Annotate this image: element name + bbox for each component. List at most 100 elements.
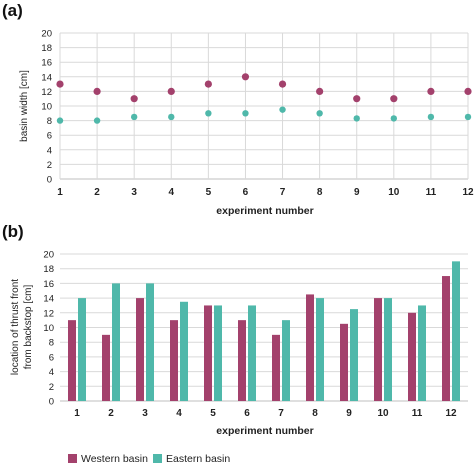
panel-b-bar-western	[204, 305, 212, 401]
panel-b-bar-eastern	[384, 298, 392, 401]
panel-a-x-tick-label: 10	[388, 187, 400, 198]
panel-b-bar-western	[272, 334, 280, 401]
legend-label-western: Western basin	[81, 453, 148, 463]
panel-b-y-axis-label-line-1: location of thrust front	[10, 279, 21, 375]
panel-a-y-tick-label: 14	[41, 72, 52, 83]
panel-a-point-western	[130, 95, 138, 103]
panel-b-x-tick-label: 5	[210, 408, 216, 419]
panel-b-y-tick-label: 2	[49, 382, 54, 393]
panel-b-bar-western	[374, 298, 382, 401]
panel-b-bar-eastern	[180, 301, 188, 401]
panel-b-bar-eastern	[350, 309, 358, 401]
panel-b-x-tick-label: 8	[312, 408, 318, 419]
panel-b-gridlines	[60, 253, 468, 402]
panel-b-y-tick-label: 16	[43, 279, 54, 290]
panel-b-label: (b)	[2, 222, 24, 241]
panel-a-point-western	[167, 87, 175, 95]
panel-b-bar-western	[170, 320, 178, 401]
panel-a-y-tick-label: 16	[41, 58, 52, 69]
panel-b-y-tick-label: 8	[49, 338, 54, 349]
panel-b-x-tick-label: 2	[108, 408, 114, 419]
panel-a-point-eastern	[316, 110, 323, 117]
panel-b-y-tick-label: 20	[43, 250, 54, 261]
panel-a-point-eastern	[168, 113, 175, 121]
panel-a-point-western	[464, 87, 472, 95]
panel-a-point-western	[93, 87, 101, 95]
panel-b-y-tick-label: 14	[43, 294, 54, 305]
panel-a-point-western	[56, 80, 64, 88]
panel-a-x-tick-label: 5	[206, 187, 212, 198]
panel-b-bar-eastern	[418, 305, 426, 401]
panel-b-bar-eastern	[146, 283, 154, 401]
panel-a-point-eastern	[205, 110, 212, 117]
panel-a-point-western	[278, 80, 287, 88]
panel-b-bar-eastern	[78, 298, 86, 401]
panel-b-x-tick-label: 12	[445, 408, 457, 419]
panel-b-y-tick-label: 4	[49, 367, 54, 378]
panel-a-y-tick-label: 8	[47, 116, 52, 127]
panel-b-x-tick-label: 9	[346, 408, 352, 419]
panel-b-x-tick-label: 10	[377, 408, 389, 419]
panel-b-x-axis-label: experiment number	[216, 425, 313, 437]
panel-b-y-axis-label-line-2: from backstop [cm]	[23, 285, 34, 370]
panel-a-x-tick-label: 8	[317, 187, 323, 198]
panel-b-bar-eastern	[214, 305, 222, 401]
panel-b-x-tick-label: 3	[142, 408, 148, 419]
panel-a-point-eastern	[242, 110, 249, 117]
panel-a-x-tick-labels: 1 2 3 4 5 6 7 8 9 10 11 12	[57, 187, 474, 198]
panel-b-bar-western	[306, 294, 314, 401]
panel-b-x-tick-label: 4	[176, 408, 182, 419]
panel-a-gridlines	[59, 32, 469, 180]
panel-a-x-tick-label: 1	[57, 187, 63, 198]
panel-a-x-tick-label: 4	[168, 187, 174, 198]
panel-a-point-eastern	[464, 113, 472, 121]
panel-a-point-eastern	[93, 117, 101, 124]
panel-b-x-tick-label: 11	[412, 408, 423, 419]
panel-a-y-tick-label: 10	[41, 102, 52, 113]
panel-a-point-eastern	[353, 115, 360, 122]
panel-b-bar-eastern	[452, 261, 460, 401]
panel-a-y-tick-label: 2	[47, 160, 52, 171]
panel-b-bar-eastern	[112, 283, 120, 401]
panel-a-x-axis-label: experiment number	[216, 205, 313, 217]
panel-b-y-tick-label: 6	[49, 352, 54, 363]
panel-b-x-tick-label: 7	[278, 408, 284, 419]
panel-a-point-western	[316, 87, 324, 95]
panel-b-bar-western	[136, 298, 144, 401]
panel-a-point-western	[204, 80, 212, 88]
panel-a-point-eastern	[130, 113, 138, 121]
panel-b-y-tick-label: 18	[43, 264, 54, 275]
panel-b-bars	[68, 261, 460, 401]
panel-a-x-tick-label: 12	[462, 187, 474, 198]
panel-a-x-tick-label: 6	[243, 187, 249, 198]
panel-a-point-eastern	[56, 117, 64, 124]
panel-a-point-eastern	[390, 115, 398, 122]
panel-b-bar-western	[408, 312, 416, 401]
panel-a-x-tick-label: 11	[426, 187, 437, 198]
panel-a-x-tick-label: 3	[131, 187, 137, 198]
panel-b-y-tick-label: 12	[43, 308, 54, 319]
legend: Western basin Eastern basin	[68, 453, 230, 463]
panel-a-y-tick-label: 12	[41, 87, 52, 98]
panel-b-y-tick-label: 0	[49, 397, 54, 408]
legend-swatch-western	[68, 454, 77, 463]
panel-a-point-western	[427, 87, 435, 95]
panel-b-bar-western	[238, 320, 246, 401]
panel-a-y-tick-label: 18	[41, 43, 52, 54]
panel-b-bar-western	[68, 320, 76, 401]
panel-b-y-tick-labels: 0 2 4 6 8 10 12 14 16 18 20	[43, 250, 54, 408]
panel-a-label: (a)	[2, 1, 23, 20]
panel-b-x-tick-labels: 1 2 3 4 5 6 7 8 9 10 11 12	[74, 408, 457, 419]
panel-b-bar-western	[340, 323, 348, 401]
panel-b-y-axis-label: location of thrust front from backstop […	[10, 279, 34, 375]
panel-a-y-tick-label: 4	[47, 145, 52, 156]
panel-a-point-western	[353, 95, 361, 103]
panel-b-bar-eastern	[282, 320, 290, 401]
panel-a-x-tick-label: 9	[354, 187, 360, 198]
panel-b-x-tick-label: 1	[74, 408, 80, 419]
panel-b-bar-western	[442, 276, 450, 401]
panel-a-point-eastern	[427, 113, 435, 121]
